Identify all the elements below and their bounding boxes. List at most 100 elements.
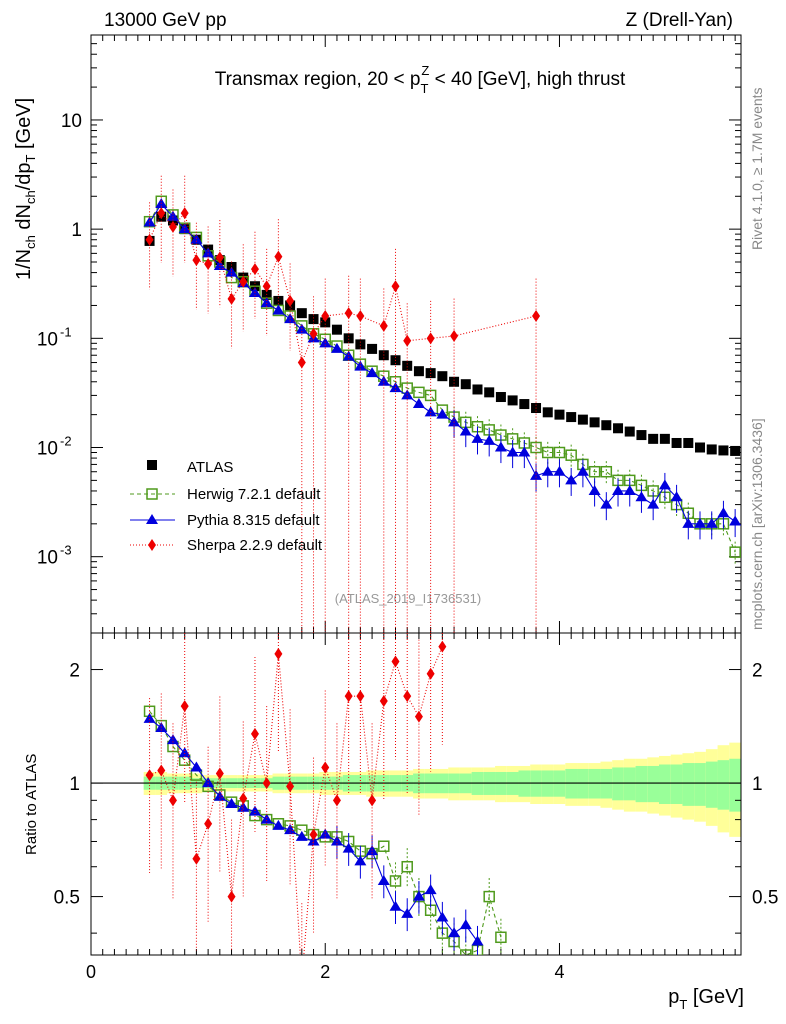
ratio-sherpa-point: [145, 769, 154, 782]
legend-label-pythia: Pythia 8.315 default: [187, 512, 320, 529]
legend-marker-sherpa: [148, 539, 156, 551]
pythia-point: [448, 416, 461, 427]
pythia-point: [436, 408, 449, 419]
atlas-point: [718, 445, 729, 456]
atlas-point: [554, 409, 565, 420]
sherpa-point: [192, 254, 201, 267]
herwig-point: [729, 546, 741, 558]
legend-marker-herwig: [146, 488, 158, 500]
legend-label-sherpa: Sherpa 2.2.9 default: [187, 537, 323, 554]
atlas-point: [402, 360, 413, 371]
atlas-point: [589, 417, 600, 428]
band-inner-bin: [612, 767, 624, 801]
pythia-point: [694, 517, 707, 528]
atlas-point: [683, 437, 694, 448]
pythia-point: [705, 517, 718, 528]
ratio-pythia-point: [412, 890, 425, 901]
ratio-plot-frame: [90, 632, 742, 956]
atlas-point: [706, 444, 717, 455]
ratio-sherpa-point: [438, 640, 447, 653]
ratio-sherpa-point: [298, 974, 306, 986]
atlas-point: [261, 289, 272, 300]
pythia-point: [658, 479, 671, 490]
atlas-point: [320, 317, 331, 328]
atlas-point: [472, 384, 483, 395]
pythia-point: [330, 342, 343, 353]
main-series-group: [143, 175, 741, 633]
pythia-point: [729, 515, 741, 526]
sherpa-point: [391, 280, 400, 293]
atlas-point: [507, 395, 518, 406]
ratio-sherpa-point: [414, 710, 423, 723]
ratio-herwig-point: [483, 890, 495, 903]
pythia-point: [377, 375, 390, 386]
pythia-point: [143, 216, 156, 227]
pythia-point: [202, 247, 215, 258]
atlas-point: [659, 433, 670, 444]
atlas-point: [566, 412, 577, 423]
sherpa-point: [239, 275, 248, 288]
ratio-sherpa-point: [180, 700, 189, 713]
ratio-pythia-point: [471, 935, 484, 946]
atlas-point: [730, 445, 741, 456]
ratio-sherpa-point: [344, 690, 353, 703]
ratio-pythia-point: [424, 884, 437, 895]
pythia-point: [717, 507, 730, 518]
atlas-point: [331, 324, 342, 335]
header-left: 13000 GeV pp: [104, 10, 227, 31]
atlas-point: [695, 442, 706, 453]
band-inner-bin: [565, 768, 578, 799]
herwig-point: [565, 449, 577, 461]
atlas-point: [671, 437, 682, 448]
sherpa-point: [309, 327, 318, 340]
sherpa-point: [215, 251, 224, 264]
ratio-y-tick-label-left: 1: [69, 774, 80, 795]
atlas-point: [413, 366, 424, 377]
ratio-sherpa-point: [286, 780, 295, 793]
sherpa-point: [204, 257, 213, 270]
plot-title-pre: Transmax region, 20 < p: [215, 69, 421, 90]
sherpa-point: [180, 207, 189, 220]
sherpa-point: [274, 250, 283, 263]
band-inner-bin: [647, 765, 660, 803]
ratio-sherpa-point: [239, 792, 248, 805]
sherpa-line: [149, 212, 537, 365]
ratio-pythia-point: [389, 900, 402, 911]
y-tick-label-main: 10: [61, 111, 82, 132]
pythia-point: [530, 469, 543, 480]
sherpa-point: [321, 310, 330, 323]
pythia-point: [213, 259, 226, 270]
band-inner-bin: [694, 763, 706, 806]
ratio-y-tick-label-right: 1: [752, 774, 763, 795]
band-inner-bin: [659, 764, 671, 805]
atlas-point: [636, 430, 647, 441]
ratio-sherpa-point: [403, 690, 412, 703]
atlas-point: [308, 314, 319, 325]
ratio-pythia-point: [354, 855, 367, 866]
ratio-pythia-point: [401, 907, 414, 918]
ratio-pythia-point: [225, 798, 238, 809]
ratio-sherpa-point: [227, 890, 236, 903]
pythia-point: [225, 266, 238, 277]
pythia-point: [518, 446, 531, 457]
pythia-point: [424, 406, 437, 417]
ratio-sherpa-point: [391, 655, 400, 668]
sherpa-point: [403, 334, 412, 347]
pythia-point: [682, 517, 695, 528]
ratio-sherpa-point: [309, 828, 318, 841]
ratio-pythia-point: [342, 842, 355, 853]
header-right: Z (Drell-Yan): [626, 10, 733, 31]
pythia-point: [401, 389, 414, 400]
pythia-point: [506, 446, 519, 457]
ratio-y-tick-label-right: 2: [752, 661, 763, 682]
pythia-point: [471, 432, 484, 443]
atlas-point: [355, 339, 366, 350]
atlas-point: [613, 423, 624, 434]
pythia-point: [565, 474, 578, 485]
y-tick-label-main: 10: [37, 548, 58, 569]
atlas-point: [437, 371, 448, 382]
legend-label-herwig: Herwig 7.2.1 default: [187, 486, 321, 503]
pythia-point: [553, 465, 566, 476]
pythia-point: [612, 484, 625, 495]
